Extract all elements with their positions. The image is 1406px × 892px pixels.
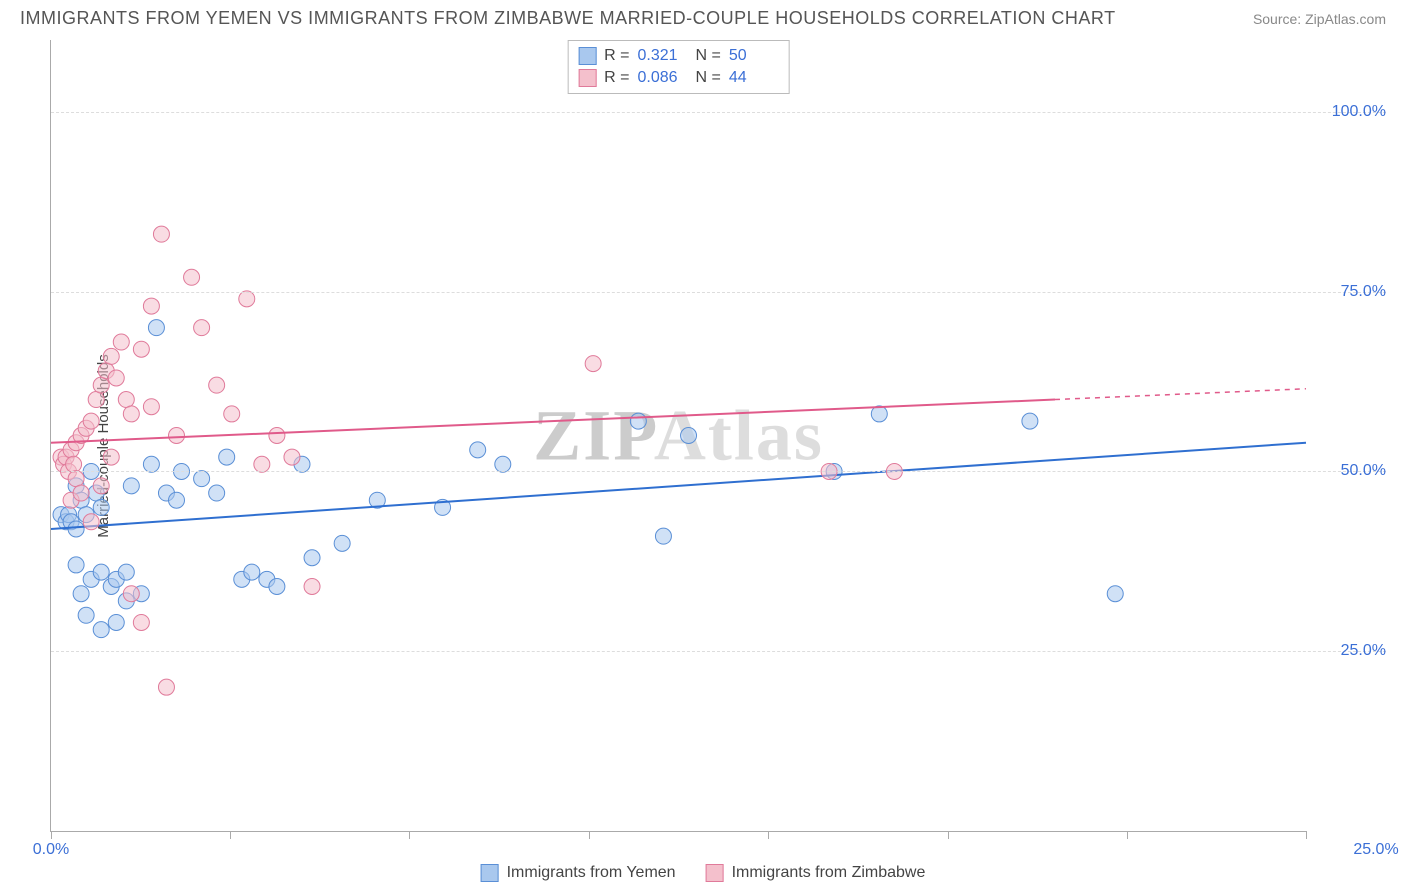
y-tick-label: 75.0%	[1316, 283, 1386, 301]
series-legend: Immigrants from Yemen Immigrants from Zi…	[481, 864, 926, 882]
scatter-svg	[51, 40, 1306, 831]
correlation-legend: R = 0.321 N = 50 R = 0.086 N = 44	[567, 40, 790, 94]
legend-r-value-yemen: 0.321	[638, 47, 688, 65]
x-tick-label: 0.0%	[33, 841, 69, 859]
y-tick-label: 50.0%	[1316, 462, 1386, 480]
legend-r-value-zimbabwe: 0.086	[638, 69, 688, 87]
y-tick-label: 25.0%	[1316, 642, 1386, 660]
legend-n-label: N =	[696, 69, 721, 87]
x-tick-label: 25.0%	[1353, 841, 1398, 859]
legend-swatch-zimbabwe	[578, 69, 596, 87]
legend-n-value-yemen: 50	[729, 47, 779, 65]
legend-swatch	[706, 864, 724, 882]
legend-item-zimbabwe: Immigrants from Zimbabwe	[706, 864, 926, 882]
plot-area: ZIPAtlas R = 0.321 N = 50 R = 0.086 N = …	[50, 40, 1306, 832]
legend-swatch	[481, 864, 499, 882]
legend-row-yemen: R = 0.321 N = 50	[578, 45, 779, 67]
chart-source: Source: ZipAtlas.com	[1253, 11, 1386, 27]
legend-item-yemen: Immigrants from Yemen	[481, 864, 676, 882]
legend-row-zimbabwe: R = 0.086 N = 44	[578, 67, 779, 89]
legend-r-label: R =	[604, 47, 629, 65]
legend-swatch-yemen	[578, 47, 596, 65]
legend-label: Immigrants from Yemen	[507, 864, 676, 882]
legend-n-label: N =	[696, 47, 721, 65]
y-tick-label: 100.0%	[1316, 103, 1386, 121]
legend-label: Immigrants from Zimbabwe	[732, 864, 926, 882]
chart-title: IMMIGRANTS FROM YEMEN VS IMMIGRANTS FROM…	[20, 8, 1116, 29]
legend-r-label: R =	[604, 69, 629, 87]
chart-header: IMMIGRANTS FROM YEMEN VS IMMIGRANTS FROM…	[0, 0, 1406, 33]
legend-n-value-zimbabwe: 44	[729, 69, 779, 87]
